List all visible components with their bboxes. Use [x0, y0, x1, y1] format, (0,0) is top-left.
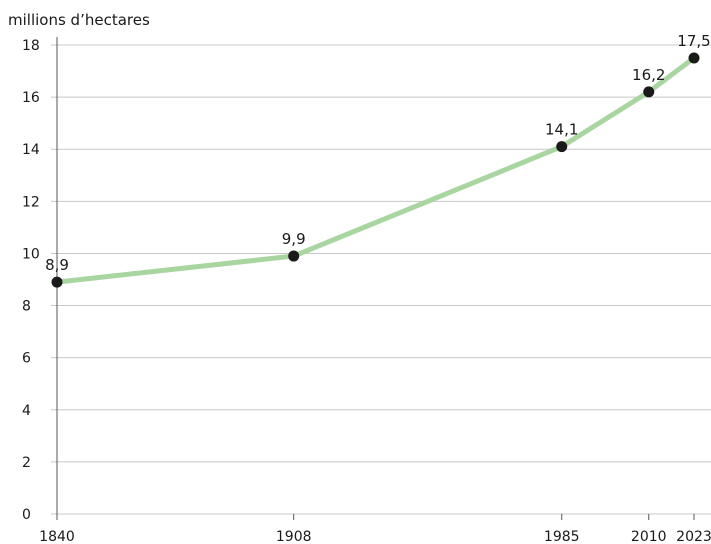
- gridlines: [51, 44, 711, 515]
- data-label-2023: 17,5: [677, 32, 710, 50]
- y-tick-labels: 0 2 4 6 8 10 12 14 16 18: [22, 38, 40, 523]
- y-tick-label-4: 4: [22, 403, 31, 419]
- data-point-2023: [688, 52, 700, 64]
- data-label-1985: 14,1: [545, 121, 578, 139]
- x-tick-label-1840: 1840: [39, 529, 75, 544]
- data-markers: [51, 52, 700, 288]
- data-label-1840: 8,9: [45, 256, 69, 274]
- data-point-1908: [288, 250, 300, 262]
- y-tick-label-12: 12: [22, 194, 40, 210]
- data-labels: 8,9 9,9 14,1 16,2 17,5: [45, 32, 711, 274]
- data-label-1908: 9,9: [282, 230, 306, 248]
- y-tick-label-18: 18: [22, 38, 40, 54]
- series-line-group: [54, 55, 697, 285]
- x-tick-label-1908: 1908: [276, 529, 312, 544]
- x-tick-label-1985: 1985: [544, 529, 580, 544]
- data-point-1840: [51, 276, 63, 288]
- x-tick-labels: 1840 1908 1985 2010 2023: [39, 529, 711, 544]
- x-tick-label-2023: 2023: [676, 529, 711, 544]
- y-tick-label-16: 16: [22, 90, 40, 106]
- y-tick-label-14: 14: [22, 142, 40, 158]
- axes: [56, 37, 695, 520]
- data-point-2010: [643, 86, 655, 98]
- y-tick-label-10: 10: [22, 246, 40, 262]
- y-tick-label-2: 2: [22, 455, 31, 471]
- x-tick-label-2010: 2010: [631, 529, 667, 544]
- series-line: [54, 55, 697, 285]
- data-point-1985: [556, 141, 568, 153]
- data-label-2010: 16,2: [632, 66, 665, 84]
- y-tick-label-0: 0: [22, 507, 31, 523]
- y-tick-label-8: 8: [22, 299, 31, 315]
- y-tick-label-6: 6: [22, 351, 31, 367]
- y-axis-label: millions d’hectares: [8, 11, 150, 29]
